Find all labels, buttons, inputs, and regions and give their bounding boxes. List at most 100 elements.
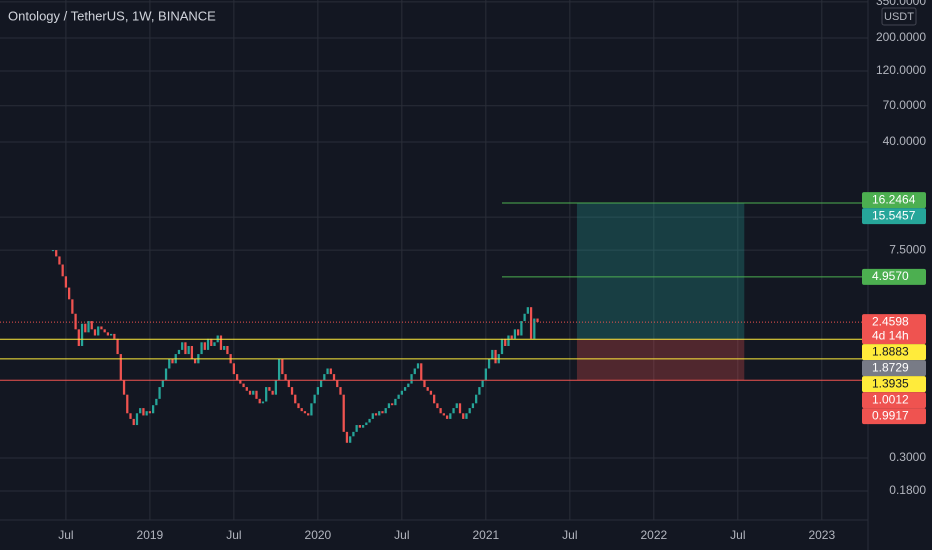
x-tick-label: Jul — [394, 528, 409, 542]
candle — [397, 394, 400, 399]
candle — [394, 398, 397, 406]
candle — [520, 321, 523, 336]
candle — [93, 329, 97, 336]
price-label: 1.8729 — [872, 360, 909, 374]
price-label: 2.4598 — [872, 314, 909, 328]
candle — [190, 345, 194, 359]
candle — [481, 380, 484, 388]
candle — [164, 368, 168, 381]
candle — [458, 403, 462, 414]
candle — [181, 342, 184, 350]
candle — [106, 332, 110, 336]
price-label: 4.9570 — [872, 269, 909, 283]
candle — [248, 390, 252, 395]
candle — [410, 374, 413, 384]
candle — [129, 413, 132, 419]
candle — [158, 387, 161, 399]
candle — [90, 321, 93, 330]
candle — [281, 358, 284, 375]
candle — [119, 354, 122, 381]
y-tick-label: 350.0000 — [876, 0, 926, 8]
candle — [349, 436, 352, 443]
candle — [500, 338, 504, 355]
currency[interactable]: USDT — [884, 11, 914, 23]
candle — [203, 342, 206, 350]
candle — [326, 368, 329, 375]
candle — [226, 345, 229, 355]
profit-zone — [576, 203, 745, 340]
chart-title: Ontology / TetherUS, 1W, BINANCE — [8, 8, 216, 23]
price-label: 15.5457 — [872, 208, 916, 222]
candle — [510, 335, 513, 339]
candle — [287, 380, 290, 388]
candle — [142, 408, 145, 416]
candle — [113, 333, 116, 339]
candle — [168, 358, 171, 369]
candle — [271, 390, 274, 395]
candle — [122, 380, 126, 395]
x-tick-label: 2023 — [808, 528, 835, 542]
candle — [526, 307, 529, 314]
candle — [177, 349, 181, 355]
candle — [462, 413, 465, 419]
y-tick-label: 0.1800 — [889, 483, 926, 497]
candle — [51, 250, 55, 252]
candle — [387, 403, 391, 409]
candle — [64, 276, 68, 288]
candle — [484, 368, 487, 381]
candle — [478, 387, 481, 395]
candle — [403, 387, 407, 391]
candle — [491, 349, 494, 359]
candle — [339, 387, 342, 395]
candle — [232, 363, 236, 375]
candle — [420, 363, 423, 381]
candle — [135, 413, 139, 426]
candle — [58, 256, 61, 265]
price-label-box — [862, 314, 926, 345]
y-tick-label: 200.0000 — [876, 30, 926, 44]
candle — [187, 345, 190, 355]
candle — [378, 411, 381, 416]
candle — [74, 313, 77, 330]
candle — [139, 408, 142, 414]
candle — [80, 323, 84, 346]
candle — [471, 403, 475, 409]
candle — [529, 307, 533, 339]
candle — [316, 387, 319, 395]
y-tick-label: 0.3000 — [889, 450, 926, 464]
candle — [391, 403, 394, 406]
x-tick-label: Jul — [226, 528, 241, 542]
candle — [151, 405, 155, 414]
candle — [77, 329, 80, 346]
candle — [223, 345, 226, 350]
candle — [507, 335, 510, 346]
candle — [468, 408, 471, 414]
x-tick-label: Jul — [562, 528, 577, 542]
candle — [71, 299, 74, 314]
y-tick-label: 7.5000 — [889, 242, 926, 256]
price-label: 0.9917 — [872, 408, 909, 422]
candle — [258, 398, 261, 404]
candle — [452, 408, 455, 414]
candle — [297, 403, 300, 409]
candle — [303, 411, 307, 414]
price-label: 1.3935 — [872, 376, 909, 390]
marks — [0, 202, 868, 443]
x-tick-label: 2020 — [305, 528, 332, 542]
candle — [103, 329, 106, 333]
candle — [290, 387, 294, 395]
candle — [307, 413, 310, 416]
candle — [536, 318, 539, 323]
candle — [84, 323, 87, 333]
price-label-box — [862, 408, 926, 425]
candle — [523, 313, 526, 322]
price-label: 1.8883 — [872, 344, 909, 358]
currency-box[interactable] — [881, 7, 917, 26]
candle — [277, 358, 281, 381]
candle — [206, 338, 210, 350]
candle — [284, 374, 287, 381]
price-label-box — [862, 192, 926, 209]
candle — [429, 390, 433, 395]
